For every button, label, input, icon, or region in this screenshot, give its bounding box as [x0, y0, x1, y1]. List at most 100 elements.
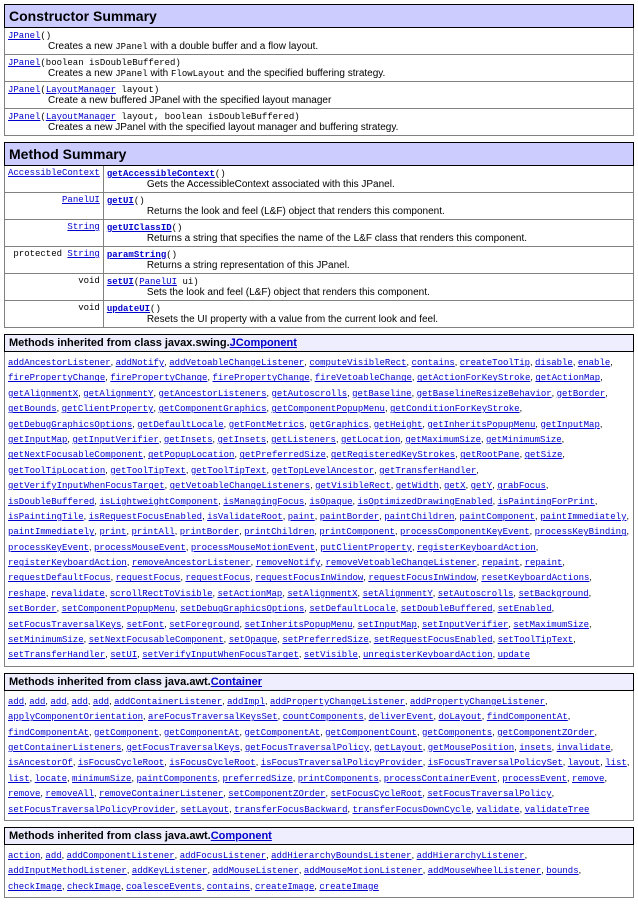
inherited-method-link[interactable]: processMouseMotionEvent: [191, 543, 315, 553]
inherited-method-link[interactable]: addHierarchyBoundsListener: [271, 851, 411, 861]
inherited-method-link[interactable]: removeVetoableChangeListener: [326, 558, 477, 568]
inherited-method-link[interactable]: findComponentAt: [8, 728, 89, 738]
inherited-method-link[interactable]: addNotify: [116, 358, 165, 368]
inherited-method-link[interactable]: layout: [568, 758, 600, 768]
inherited-method-link[interactable]: getBorder: [557, 389, 606, 399]
inherited-method-link[interactable]: requestFocusInWindow: [368, 573, 476, 583]
inherited-method-link[interactable]: unregisterKeyboardAction: [363, 650, 493, 660]
inherited-method-link[interactable]: setBackground: [518, 589, 588, 599]
inherited-method-link[interactable]: isDoubleBuffered: [8, 497, 94, 507]
inherited-method-link[interactable]: getSize: [525, 450, 563, 460]
type-link[interactable]: String: [67, 222, 99, 232]
inherited-method-link[interactable]: printChildren: [244, 527, 314, 537]
inherited-method-link[interactable]: list: [605, 758, 627, 768]
inherited-method-link[interactable]: setFocusCycleRoot: [331, 789, 423, 799]
inherited-method-link[interactable]: add: [45, 851, 61, 861]
inherited-method-link[interactable]: processComponentKeyEvent: [400, 527, 530, 537]
inherited-method-link[interactable]: addMouseMotionListener: [304, 866, 423, 876]
inherited-method-link[interactable]: isOpaque: [309, 497, 352, 507]
inherited-method-link[interactable]: fireVetoableChange: [315, 373, 412, 383]
inherited-method-link[interactable]: getInputMap: [8, 435, 67, 445]
inherited-method-link[interactable]: getComponentCount: [325, 728, 417, 738]
type-link[interactable]: LayoutManager: [46, 85, 116, 95]
inherited-method-link[interactable]: getLayout: [374, 743, 423, 753]
inherited-method-link[interactable]: addKeyListener: [132, 866, 208, 876]
inherited-method-link[interactable]: getComponentZOrder: [497, 728, 594, 738]
inherited-method-link[interactable]: insets: [519, 743, 551, 753]
inherited-method-link[interactable]: update: [498, 650, 530, 660]
inherited-method-link[interactable]: setFocusTraversalPolicy: [427, 789, 551, 799]
type-link[interactable]: JPanel: [8, 31, 40, 41]
inherited-method-link[interactable]: getY: [471, 481, 493, 491]
inherited-method-link[interactable]: removeNotify: [256, 558, 321, 568]
inherited-method-link[interactable]: getActionMap: [535, 373, 600, 383]
inherited-method-link[interactable]: areFocusTraversalKeysSet: [148, 712, 278, 722]
inherited-method-link[interactable]: addComponentListener: [67, 851, 175, 861]
inherited-method-link[interactable]: setNextFocusableComponent: [89, 635, 224, 645]
inherited-method-link[interactable]: getAncestorListeners: [158, 389, 266, 399]
inherited-method-link[interactable]: contains: [207, 882, 250, 892]
inherited-method-link[interactable]: getFocusTraversalKeys: [126, 743, 239, 753]
inherited-method-link[interactable]: paintImmediately: [540, 512, 626, 522]
inherited-method-link[interactable]: remove: [572, 774, 604, 784]
inherited-method-link[interactable]: printAll: [131, 527, 174, 537]
inherited-method-link[interactable]: getFocusTraversalPolicy: [245, 743, 369, 753]
inherited-method-link[interactable]: getClientProperty: [62, 404, 154, 414]
inherited-method-link[interactable]: getRootPane: [460, 450, 519, 460]
inherited-method-link[interactable]: repaint: [525, 558, 563, 568]
inherited-method-link[interactable]: getWidth: [396, 481, 439, 491]
inherited-method-link[interactable]: setOpaque: [229, 635, 278, 645]
inherited-method-link[interactable]: firePropertyChange: [8, 373, 105, 383]
inherited-method-link[interactable]: getAlignmentX: [8, 389, 78, 399]
inherited-method-link[interactable]: reshape: [8, 589, 46, 599]
inherited-method-link[interactable]: revalidate: [51, 589, 105, 599]
inherited-method-link[interactable]: firePropertyChange: [110, 373, 207, 383]
inherited-method-link[interactable]: deliverEvent: [369, 712, 434, 722]
inherited-method-link[interactable]: getMaximumSize: [405, 435, 481, 445]
inherited-method-link[interactable]: createImage: [255, 882, 314, 892]
inherited-method-link[interactable]: isFocusCycleRoot: [78, 758, 164, 768]
inherited-method-link[interactable]: requestFocus: [185, 573, 250, 583]
inherited-method-link[interactable]: firePropertyChange: [212, 373, 309, 383]
inherited-method-link[interactable]: processEvent: [502, 774, 567, 784]
inherited-method-link[interactable]: createImage: [319, 882, 378, 892]
inherited-method-link[interactable]: add: [29, 697, 45, 707]
inherited-method-link[interactable]: setComponentPopupMenu: [62, 604, 175, 614]
inherited-method-link[interactable]: requestFocusInWindow: [255, 573, 363, 583]
inherited-method-link[interactable]: remove: [8, 789, 40, 799]
inherited-method-link[interactable]: registerKeyboardAction: [8, 558, 127, 568]
type-link[interactable]: PanelUI: [62, 195, 100, 205]
inherited-method-link[interactable]: addContainerListener: [114, 697, 222, 707]
inherited-method-link[interactable]: getGraphics: [309, 420, 368, 430]
inherited-method-link[interactable]: setAlignmentX: [287, 589, 357, 599]
inherited-method-link[interactable]: invalidate: [557, 743, 611, 753]
class-link[interactable]: Container: [211, 676, 262, 688]
method-link[interactable]: paramString: [107, 250, 166, 260]
inherited-method-link[interactable]: isRequestFocusEnabled: [89, 512, 202, 522]
inherited-method-link[interactable]: getVerifyInputWhenFocusTarget: [8, 481, 165, 491]
inherited-method-link[interactable]: action: [8, 851, 40, 861]
inherited-method-link[interactable]: setFocusTraversalPolicyProvider: [8, 805, 175, 815]
inherited-method-link[interactable]: setBorder: [8, 604, 57, 614]
inherited-method-link[interactable]: setDebugGraphicsOptions: [180, 604, 304, 614]
inherited-method-link[interactable]: setRequestFocusEnabled: [374, 635, 493, 645]
inherited-method-link[interactable]: getComponentPopupMenu: [272, 404, 385, 414]
inherited-method-link[interactable]: validateTree: [525, 805, 590, 815]
inherited-method-link[interactable]: getConditionForKeyStroke: [390, 404, 520, 414]
inherited-method-link[interactable]: transferFocusDownCycle: [353, 805, 472, 815]
inherited-method-link[interactable]: getFontMetrics: [229, 420, 305, 430]
inherited-method-link[interactable]: requestDefaultFocus: [8, 573, 111, 583]
inherited-method-link[interactable]: getToolTipLocation: [8, 466, 105, 476]
inherited-method-link[interactable]: processKeyBinding: [535, 527, 627, 537]
inherited-method-link[interactable]: getTransferHandler: [379, 466, 476, 476]
inherited-method-link[interactable]: isFocusCycleRoot: [169, 758, 255, 768]
inherited-method-link[interactable]: getX: [444, 481, 466, 491]
inherited-method-link[interactable]: add: [50, 697, 66, 707]
inherited-method-link[interactable]: disable: [535, 358, 573, 368]
inherited-method-link[interactable]: repaint: [482, 558, 520, 568]
inherited-method-link[interactable]: getActionForKeyStroke: [417, 373, 530, 383]
inherited-method-link[interactable]: isValidateRoot: [207, 512, 283, 522]
inherited-method-link[interactable]: removeContainerListener: [99, 789, 223, 799]
inherited-method-link[interactable]: getInsets: [218, 435, 267, 445]
inherited-method-link[interactable]: setDoubleBuffered: [401, 604, 493, 614]
